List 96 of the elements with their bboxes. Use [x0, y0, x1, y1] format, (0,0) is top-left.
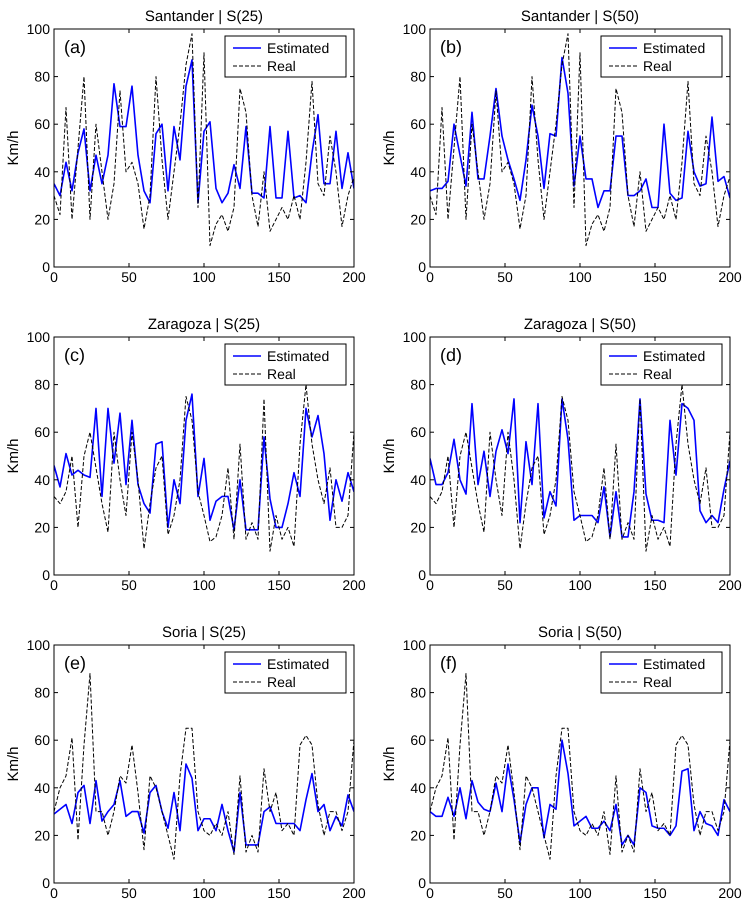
y-tick-label: 80 — [410, 376, 426, 393]
y-tick-label: 0 — [418, 259, 426, 275]
x-tick-label: 150 — [643, 885, 667, 901]
y-tick-label: 0 — [418, 875, 426, 891]
y-tick-label: 20 — [34, 827, 50, 844]
chart-title: Soria | S(50) — [538, 624, 622, 641]
x-tick-label: 50 — [121, 269, 137, 285]
x-tick-label: 100 — [192, 577, 216, 593]
x-tick-label: 200 — [342, 885, 366, 901]
annotation: (a) — [64, 37, 86, 57]
y-tick-label: 80 — [410, 68, 426, 85]
x-tick-label: 150 — [267, 577, 291, 593]
y-tick-label: 60 — [410, 116, 426, 132]
y-tick-label: 20 — [410, 211, 426, 228]
x-tick-label: 200 — [718, 269, 742, 285]
y-tick-label: 100 — [402, 329, 426, 345]
x-tick-label: 100 — [192, 885, 216, 901]
y-tick-label: 80 — [34, 376, 50, 393]
y-tick-label: 100 — [402, 21, 426, 37]
y-axis-title: Km/h — [381, 438, 398, 474]
legend-label: Estimated — [267, 348, 330, 364]
line-series — [54, 393, 354, 531]
legend-label: Real — [267, 58, 296, 74]
y-tick-label: 100 — [402, 637, 426, 653]
y-tick-label: 80 — [34, 68, 50, 85]
y-tick-label: 40 — [34, 164, 50, 180]
y-axis-title: Km/h — [5, 746, 22, 782]
x-tick-label: 200 — [342, 269, 366, 285]
line-series — [430, 739, 730, 846]
legend-label: Real — [267, 366, 296, 382]
x-tick-label: 150 — [643, 577, 667, 593]
y-tick-label: 20 — [34, 519, 50, 536]
y-tick-label: 0 — [42, 259, 50, 275]
x-tick-label: 100 — [568, 269, 592, 285]
y-tick-label: 60 — [410, 424, 426, 440]
x-tick-label: 150 — [643, 269, 667, 285]
annotation: (b) — [440, 37, 462, 57]
chart-title: Santander | S(25) — [144, 8, 264, 25]
x-tick-label: 200 — [718, 885, 742, 901]
y-tick-label: 80 — [410, 684, 426, 701]
y-tick-label: 0 — [42, 875, 50, 891]
legend-label: Estimated — [267, 40, 330, 56]
annotation: (e) — [64, 653, 86, 673]
chart-title: Soria | S(25) — [162, 624, 246, 641]
y-tick-label: 100 — [26, 637, 50, 653]
chart-title: Zaragoza | S(25) — [148, 316, 260, 333]
chart-title: Santander | S(50) — [520, 8, 640, 25]
x-tick-label: 50 — [497, 885, 513, 901]
line-series — [430, 398, 730, 538]
y-tick-label: 40 — [410, 472, 426, 488]
legend-label: Estimated — [643, 40, 706, 56]
y-tick-label: 60 — [410, 732, 426, 748]
legend-label: Estimated — [643, 348, 706, 364]
y-axis-title: Km/h — [5, 130, 22, 166]
y-tick-label: 20 — [410, 827, 426, 844]
y-tick-label: 40 — [34, 780, 50, 796]
y-tick-label: 60 — [34, 424, 50, 440]
y-tick-label: 60 — [34, 116, 50, 132]
chart-title: Zaragoza | S(50) — [524, 316, 636, 333]
y-tick-label: 80 — [34, 684, 50, 701]
line-series — [54, 59, 354, 204]
y-axis-title: Km/h — [381, 746, 398, 782]
x-tick-label: 100 — [192, 269, 216, 285]
line-series — [54, 763, 354, 853]
y-tick-label: 40 — [410, 780, 426, 796]
x-tick-label: 100 — [568, 885, 592, 901]
legend-label: Real — [643, 58, 672, 74]
x-tick-label: 50 — [121, 885, 137, 901]
y-tick-label: 40 — [410, 164, 426, 180]
legend-label: Estimated — [267, 656, 330, 672]
legend-label: Real — [643, 366, 672, 382]
y-tick-label: 0 — [418, 567, 426, 583]
y-tick-label: 0 — [42, 567, 50, 583]
y-tick-label: 100 — [26, 329, 50, 345]
line-series — [430, 56, 730, 208]
y-axis-title: Km/h — [381, 130, 398, 166]
y-tick-label: 20 — [34, 211, 50, 228]
x-tick-label: 50 — [497, 577, 513, 593]
x-tick-label: 100 — [568, 577, 592, 593]
y-tick-label: 60 — [34, 732, 50, 748]
annotation: (f) — [440, 653, 457, 673]
annotation: (d) — [440, 345, 462, 365]
y-tick-label: 20 — [410, 519, 426, 536]
y-axis-title: Km/h — [5, 438, 22, 474]
x-tick-label: 200 — [718, 577, 742, 593]
x-tick-label: 150 — [267, 885, 291, 901]
y-tick-label: 100 — [26, 21, 50, 37]
legend-label: Estimated — [643, 656, 706, 672]
legend-label: Real — [643, 674, 672, 690]
x-tick-label: 50 — [121, 577, 137, 593]
annotation: (c) — [64, 345, 85, 365]
x-tick-label: 50 — [497, 269, 513, 285]
y-tick-label: 40 — [34, 472, 50, 488]
x-tick-label: 200 — [342, 577, 366, 593]
x-tick-label: 150 — [267, 269, 291, 285]
legend-label: Real — [267, 674, 296, 690]
